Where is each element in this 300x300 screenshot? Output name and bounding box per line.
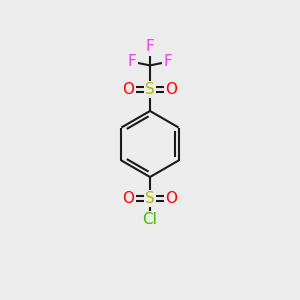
Text: F: F: [128, 54, 136, 69]
Text: O: O: [122, 191, 134, 206]
Text: S: S: [145, 191, 155, 206]
Text: F: F: [146, 39, 154, 54]
Text: O: O: [122, 82, 134, 97]
Text: F: F: [164, 54, 172, 69]
Text: S: S: [145, 82, 155, 97]
Text: O: O: [166, 191, 178, 206]
Text: Cl: Cl: [142, 212, 158, 227]
Text: O: O: [166, 82, 178, 97]
